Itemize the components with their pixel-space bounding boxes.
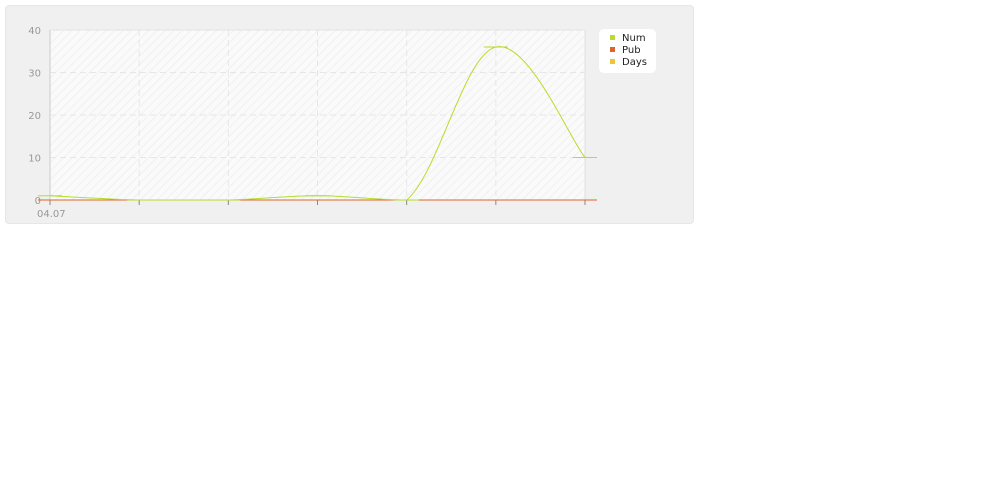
y-tick-label: 30 — [28, 69, 41, 80]
series — [38, 46, 597, 201]
grid — [50, 29, 585, 200]
legend-label-days: Days — [622, 57, 647, 68]
legend-label-num: Num — [622, 33, 646, 44]
y-tick-label: 40 — [28, 26, 41, 37]
y-tick-label: 10 — [28, 154, 41, 165]
y-tick-label: 0 — [35, 196, 41, 207]
legend-swatch-days — [610, 59, 615, 64]
y-tick-label: 20 — [28, 111, 41, 122]
legend-label-pub: Pub — [622, 45, 641, 56]
x-tick-label: 04.07 — [37, 209, 66, 220]
legend-swatch-pub — [610, 47, 615, 52]
legend-swatch-num — [610, 35, 615, 40]
